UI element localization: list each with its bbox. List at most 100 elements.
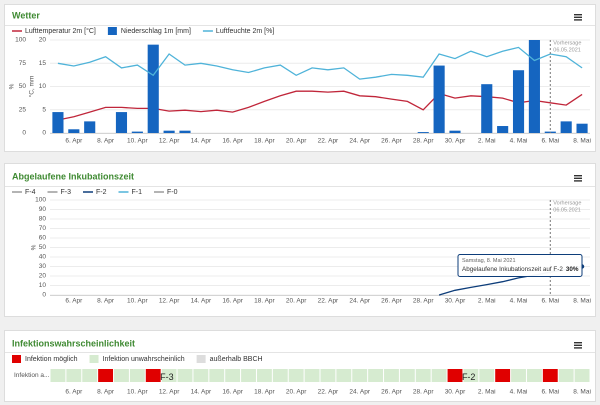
y2-tick-label: 10 — [39, 83, 47, 90]
legend-label: F-1 — [132, 189, 143, 196]
cell — [415, 369, 431, 382]
x-tick-label: 10. Apr — [127, 298, 148, 305]
cell — [368, 369, 384, 382]
cell — [209, 369, 225, 382]
bar — [417, 132, 429, 133]
x-tick-label: 18. Apr — [254, 389, 275, 396]
y-tick-label: 50 — [39, 244, 47, 251]
legend-symbol — [89, 355, 99, 363]
bar — [147, 44, 159, 133]
x-tick-label: 6. Apr — [65, 298, 83, 305]
y-tick-label: 20 — [39, 273, 47, 280]
x-tick-label: 22. Apr — [318, 389, 339, 396]
legend-label: außerhalb BBCH — [210, 356, 263, 363]
x-tick-label: 24. Apr — [349, 298, 370, 305]
x-tick-label: 4. Mai — [510, 138, 528, 145]
x-tick-label: 6. Mai — [541, 389, 559, 396]
x-tick-label: 16. Apr — [222, 138, 243, 145]
y-tick-label: 60 — [39, 235, 47, 242]
x-tick-label: 20. Apr — [286, 298, 307, 305]
y-axis-label: % — [9, 83, 16, 89]
panel-title: Abgelaufene Inkubationszeit — [12, 171, 134, 181]
x-tick-label: 14. Apr — [191, 138, 212, 145]
bar — [131, 131, 143, 133]
menu-button[interactable] — [574, 342, 582, 349]
bar — [68, 129, 80, 133]
x-tick-label: 28. Apr — [413, 298, 434, 305]
panel — [4, 330, 596, 402]
cell-label: F-3 — [160, 372, 174, 382]
x-tick-label: 6. Apr — [65, 138, 83, 145]
cell — [256, 369, 272, 382]
bar — [449, 130, 461, 133]
x-tick-label: 10. Apr — [127, 389, 148, 396]
x-tick-label: 14. Apr — [191, 298, 212, 305]
cell — [511, 369, 526, 382]
cell — [161, 369, 177, 382]
x-tick-label: 6. Mai — [541, 138, 559, 145]
y-tick-label: 0 — [22, 130, 26, 137]
x-tick-label: 8. Apr — [97, 138, 115, 145]
x-tick-label: 30. Apr — [445, 389, 466, 396]
cell — [114, 369, 129, 382]
cell — [177, 369, 193, 382]
cell — [272, 369, 288, 382]
forecast-label: Vorhersage — [553, 40, 581, 46]
legend-label: Lufttemperatur 2m [°C] — [25, 27, 96, 35]
menu-button[interactable] — [574, 14, 582, 21]
x-tick-label: 30. Apr — [445, 298, 466, 305]
x-tick-label: 22. Apr — [318, 298, 339, 305]
legend-label: F-2 — [96, 189, 107, 196]
bar — [52, 112, 64, 133]
x-tick-label: 14. Apr — [191, 389, 212, 396]
x-tick-label: 22. Apr — [318, 138, 339, 145]
tooltip-title: Samstag, 8. Mai 2021 — [462, 258, 516, 264]
legend-symbol — [107, 27, 117, 35]
cell — [241, 369, 256, 382]
x-tick-label: 4. Mai — [510, 298, 528, 305]
legend-label: Infektion möglich — [25, 356, 78, 363]
x-tick-label: 2. Mai — [478, 389, 496, 396]
legend-label: F-0 — [167, 189, 178, 196]
cell — [193, 369, 209, 382]
y-tick-label: 100 — [35, 197, 46, 204]
x-tick-label: 4. Mai — [510, 389, 528, 396]
x-tick-label: 16. Apr — [222, 298, 243, 305]
x-tick-label: 18. Apr — [254, 298, 275, 305]
x-tick-label: 26. Apr — [381, 138, 402, 145]
y-tick-label: 40 — [39, 254, 47, 261]
cell — [558, 369, 574, 382]
legend-symbol — [196, 355, 206, 363]
forecast-date: 06.05.2021 — [553, 207, 581, 213]
x-tick-label: 28. Apr — [413, 389, 434, 396]
cell-label: F-2 — [462, 372, 476, 382]
forecast-date: 06.05.2021 — [553, 47, 581, 53]
panel — [4, 163, 596, 317]
legend-label: Niederschlag 1m [mm] — [121, 28, 191, 35]
x-tick-label: 2. Mai — [478, 138, 496, 145]
legend-label: F-3 — [61, 189, 72, 196]
panel-title: Wetter — [12, 10, 40, 20]
x-tick-label: 16. Apr — [222, 389, 243, 396]
x-tick-label: 6. Mai — [541, 298, 559, 305]
panel-title: Infektionswahrscheinlichkeit — [12, 338, 135, 348]
x-tick-label: 24. Apr — [349, 138, 370, 145]
y-tick-label: 70 — [39, 225, 47, 232]
x-tick-label: 28. Apr — [413, 138, 434, 145]
legend-label: F-4 — [25, 189, 36, 196]
y2-tick-label: 5 — [42, 106, 46, 113]
bar — [163, 130, 175, 133]
cell — [288, 369, 304, 382]
bar — [433, 65, 445, 133]
forecast-label: Vorhersage — [553, 200, 581, 206]
tooltip — [457, 254, 583, 277]
y2-axis-label: °C, mm — [28, 76, 36, 98]
cell — [320, 369, 336, 382]
y-tick-label: 0 — [42, 292, 46, 299]
menu-button[interactable] — [574, 175, 582, 182]
x-tick-label: 12. Apr — [159, 138, 180, 145]
cell — [50, 369, 66, 382]
cell — [304, 369, 320, 382]
x-tick-label: 8. Mai — [573, 389, 591, 396]
x-tick-label: 26. Apr — [381, 298, 402, 305]
